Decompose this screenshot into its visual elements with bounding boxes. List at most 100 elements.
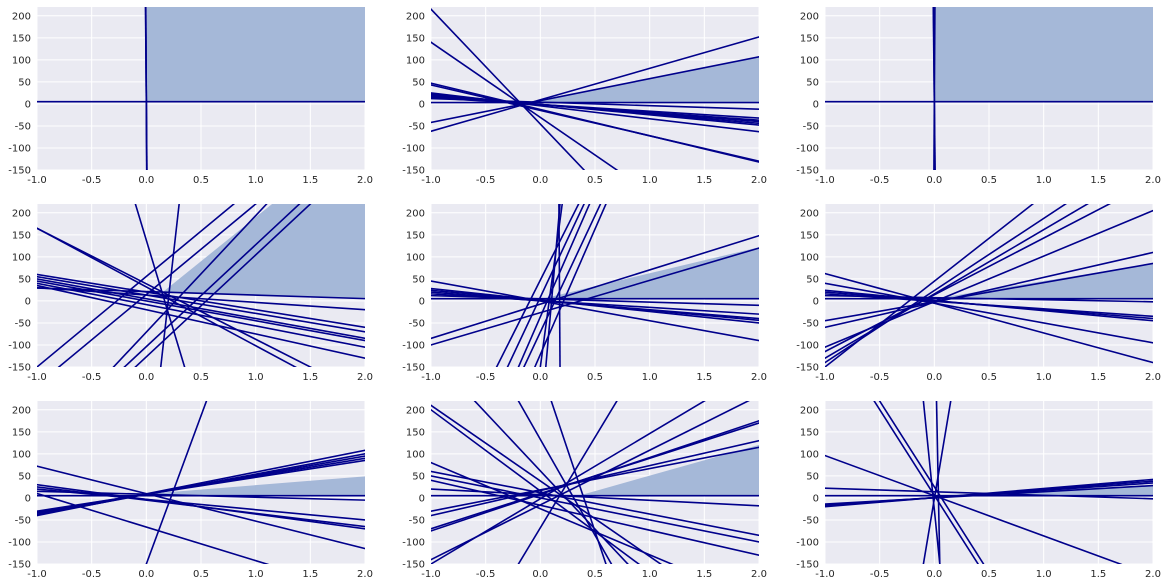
y-tick-label: 150: [800, 230, 819, 241]
x-tick-label: -1.0: [815, 175, 835, 186]
subplot-1-2: -1.0 -0.5 0.0 0.5 1.0 1.5 2.0 -150 -100 -50 0 50 100…: [402, 7, 767, 186]
constraint-line: [932, 7, 936, 170]
constraint-line: [431, 488, 759, 507]
x-tick-label: -0.5: [870, 372, 890, 383]
y-tick-label: 200: [406, 11, 425, 22]
constraint-line: [431, 234, 759, 340]
constraint-line: [544, 204, 561, 367]
x-tick-label: -1.0: [815, 569, 835, 580]
x-tick-label: -1.0: [27, 569, 47, 580]
y-tick-label: 150: [12, 230, 31, 241]
y-tick-label: 200: [406, 208, 425, 219]
y-tick-label: 50: [806, 471, 819, 482]
constraint-line: [37, 275, 365, 333]
x-tick-label: 0.5: [587, 569, 603, 580]
constraint-line: [134, 204, 186, 367]
y-tick-label: 150: [800, 427, 819, 438]
x-tick-label: 1.0: [1036, 175, 1052, 186]
constraint-line: [431, 475, 759, 543]
x-tick-label: 1.0: [248, 569, 264, 580]
y-tick-label: 0: [419, 493, 425, 504]
y-tick-label: -150: [402, 166, 425, 177]
y-tick-label: -150: [8, 166, 31, 177]
constraint-line: [523, 204, 602, 367]
x-tick-label: 2.0: [357, 372, 373, 383]
y-tick-label: -100: [796, 143, 819, 154]
x-tick-label: -1.0: [421, 175, 441, 186]
x-tick-label: 0.5: [981, 175, 997, 186]
x-tick-label: 0.5: [193, 569, 209, 580]
y-tick-label: -50: [409, 515, 425, 526]
subplot-3-1: -1.0 -0.5 0.0 0.5 1.0 1.5 2.0 -150 -100 -50 0 50 100…: [8, 401, 373, 580]
feasible-region: [146, 7, 365, 102]
y-tick-label: -100: [796, 537, 819, 548]
constraint-line: [431, 41, 619, 170]
constraint-line: [431, 294, 759, 307]
constraint-line: [506, 204, 585, 367]
constraint-line: [431, 439, 759, 517]
y-tick-label: -50: [803, 515, 819, 526]
y-tick-label: 200: [12, 208, 31, 219]
x-tick-label: 1.0: [1036, 372, 1052, 383]
x-tick-label: -0.5: [82, 175, 102, 186]
y-tick-label: -150: [402, 363, 425, 374]
feasible-region: [934, 7, 1153, 102]
x-tick-label: 1.5: [1090, 175, 1106, 186]
constraint-line: [517, 401, 618, 564]
x-tick-label: -0.5: [870, 569, 890, 580]
y-tick-label: 100: [406, 449, 425, 460]
constraint-line: [431, 84, 759, 163]
constraint-line: [825, 272, 1153, 364]
x-tick-label: 2.0: [751, 175, 767, 186]
feasible-region: [124, 476, 365, 496]
subplot-2-3: -1.0 -0.5 0.0 0.5 1.0 1.5 2.0 -150 -100 -50 0 50 100…: [796, 204, 1161, 383]
constraint-line: [37, 227, 297, 367]
constraint-line: [825, 204, 1067, 364]
subplot-1-3: -1.0 -0.5 0.0 0.5 1.0 1.5 2.0 -150 -100 -50 0 50 100…: [796, 7, 1161, 186]
constraint-line: [431, 291, 759, 320]
y-tick-label: -50: [15, 318, 31, 329]
x-tick-label: 1.5: [302, 372, 318, 383]
y-tick-label: 100: [12, 449, 31, 460]
x-tick-label: -1.0: [815, 372, 835, 383]
y-tick-label: -150: [796, 166, 819, 177]
x-tick-label: -1.0: [421, 569, 441, 580]
constraint-line: [37, 227, 313, 367]
x-tick-label: -0.5: [476, 372, 496, 383]
constraint-line: [431, 97, 759, 111]
y-tick-label: -100: [796, 340, 819, 351]
x-tick-label: 0.5: [587, 175, 603, 186]
y-tick-label: 200: [12, 11, 31, 22]
y-tick-label: 100: [800, 55, 819, 66]
subplot-2-1: -1.0 -0.5 0.0 0.5 1.0 1.5 2.0 -150 -100 -50 0 50 100…: [8, 204, 373, 383]
y-tick-label: -100: [8, 537, 31, 548]
y-tick-label: 200: [12, 405, 31, 416]
x-tick-label: 2.0: [1145, 569, 1161, 580]
x-tick-label: 0.5: [587, 372, 603, 383]
x-tick-label: 1.5: [302, 175, 318, 186]
x-tick-label: 0.5: [981, 569, 997, 580]
x-tick-label: 0.0: [926, 372, 942, 383]
constraint-line: [431, 404, 663, 564]
constraint-line: [37, 204, 236, 367]
subplot-2-2: -1.0 -0.5 0.0 0.5 1.0 1.5 2.0 -150 -100 -50 0 50 100…: [402, 204, 767, 383]
y-tick-label: -150: [402, 560, 425, 571]
subplot-1-1: -1.0 -0.5 0.0 0.5 1.0 1.5 2.0 -150 -100 -50 0 50 100…: [8, 7, 373, 186]
y-tick-label: -150: [796, 363, 819, 374]
constraint-line: [37, 459, 365, 512]
x-tick-label: 0.0: [532, 175, 548, 186]
y-tick-label: -100: [402, 340, 425, 351]
constraint-line: [431, 422, 759, 530]
subplot-3-3: -1.0 -0.5 0.0 0.5 1.0 1.5 2.0 -150 -100 -50 0 50 100…: [796, 401, 1161, 580]
y-tick-label: 200: [800, 405, 819, 416]
x-tick-label: 1.5: [1090, 569, 1106, 580]
y-tick-label: 50: [18, 471, 31, 482]
x-tick-label: 1.0: [642, 569, 658, 580]
constraint-line: [37, 286, 365, 311]
x-tick-label: 0.5: [193, 175, 209, 186]
x-tick-label: 2.0: [357, 569, 373, 580]
y-tick-label: 200: [800, 11, 819, 22]
constraint-line: [825, 282, 1153, 344]
y-tick-label: -100: [402, 143, 425, 154]
y-tick-label: -50: [803, 318, 819, 329]
